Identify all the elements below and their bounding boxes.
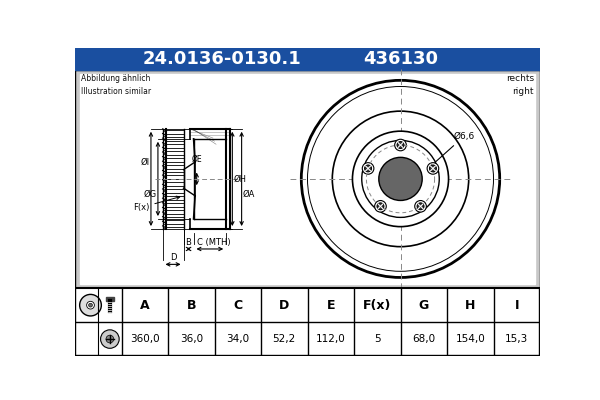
Text: E: E <box>326 299 335 312</box>
Text: I: I <box>515 299 519 312</box>
Text: Ate: Ate <box>324 212 392 246</box>
Bar <box>106 298 114 301</box>
Circle shape <box>101 330 119 348</box>
Circle shape <box>379 157 422 200</box>
Circle shape <box>430 165 436 172</box>
Text: F(x): F(x) <box>133 196 180 212</box>
Bar <box>75 70 540 288</box>
Circle shape <box>332 111 469 247</box>
Text: G: G <box>419 299 429 312</box>
Text: ØA: ØA <box>242 190 255 199</box>
Text: 15,3: 15,3 <box>505 334 529 344</box>
Bar <box>75 288 540 356</box>
Text: 436130: 436130 <box>363 50 438 68</box>
Text: 360,0: 360,0 <box>130 334 160 344</box>
Text: C: C <box>233 299 242 312</box>
Circle shape <box>377 203 384 210</box>
Text: ØG: ØG <box>143 190 157 199</box>
Text: A: A <box>140 299 149 312</box>
Text: 36,0: 36,0 <box>179 334 203 344</box>
Text: D: D <box>170 253 176 262</box>
Circle shape <box>415 200 427 212</box>
Text: rechts
right: rechts right <box>506 74 534 96</box>
Circle shape <box>374 200 386 212</box>
Circle shape <box>417 203 424 210</box>
Circle shape <box>397 142 404 148</box>
Circle shape <box>365 165 371 172</box>
Bar <box>75 48 540 70</box>
Circle shape <box>86 301 94 309</box>
Circle shape <box>395 139 406 151</box>
Text: ØI: ØI <box>140 158 149 166</box>
Circle shape <box>352 131 449 227</box>
Circle shape <box>427 163 439 174</box>
Text: 24.0136-0130.1: 24.0136-0130.1 <box>143 50 302 68</box>
Text: B: B <box>185 238 191 247</box>
Text: H: H <box>465 299 475 312</box>
Text: C (MTH): C (MTH) <box>197 238 230 247</box>
Circle shape <box>106 335 114 343</box>
Text: ØH: ØH <box>233 174 246 183</box>
Text: 52,2: 52,2 <box>272 334 296 344</box>
Text: 154,0: 154,0 <box>455 334 485 344</box>
Text: 112,0: 112,0 <box>316 334 346 344</box>
Circle shape <box>80 294 101 316</box>
Text: 68,0: 68,0 <box>412 334 436 344</box>
Circle shape <box>89 303 92 307</box>
Text: B: B <box>187 299 196 312</box>
Bar <box>80 74 535 284</box>
Circle shape <box>362 140 439 218</box>
Circle shape <box>301 80 500 278</box>
Text: Abbildung ähnlich
Illustration similar: Abbildung ähnlich Illustration similar <box>81 74 151 96</box>
Text: D: D <box>279 299 289 312</box>
Text: F(x): F(x) <box>363 299 391 312</box>
Text: ØE: ØE <box>191 154 202 164</box>
Text: 34,0: 34,0 <box>226 334 250 344</box>
Circle shape <box>362 163 374 174</box>
Text: Ø6,6: Ø6,6 <box>435 132 475 162</box>
Text: 5: 5 <box>374 334 380 344</box>
